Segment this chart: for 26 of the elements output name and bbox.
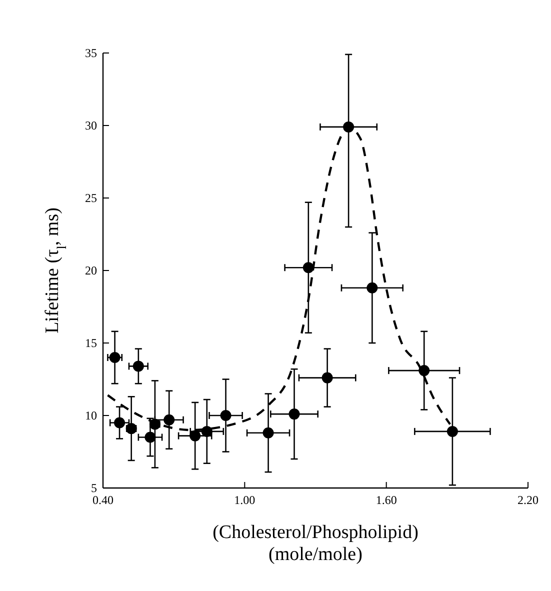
point: [418, 365, 430, 376]
point: [366, 282, 378, 294]
point: [220, 410, 232, 421]
point: [144, 432, 156, 443]
y-tick-label: 20: [85, 264, 97, 278]
point: [288, 408, 300, 420]
x-tick-label: 2.20: [518, 493, 538, 507]
point: [132, 360, 144, 372]
point: [201, 426, 212, 437]
point: [109, 352, 120, 363]
y-tick-label: 10: [85, 408, 97, 422]
point: [446, 426, 458, 437]
x-tick-label: 1.00: [234, 493, 256, 507]
point: [164, 414, 175, 426]
x-axis-title: (Cholesterol/Phospholipid) (mole/mole): [212, 522, 418, 565]
y-tick-label: 15: [85, 336, 97, 350]
point: [114, 417, 126, 428]
x-tick-label: 1.60: [376, 493, 397, 507]
point: [262, 427, 274, 438]
point: [302, 262, 314, 274]
y-tick-label: 25: [85, 191, 97, 205]
point: [322, 372, 333, 384]
y-tick-label: 30: [85, 118, 97, 132]
x-tick-label: 0.40: [92, 493, 114, 507]
y-tick-label: 5: [91, 481, 97, 495]
y-tick-label: 35: [85, 46, 97, 60]
